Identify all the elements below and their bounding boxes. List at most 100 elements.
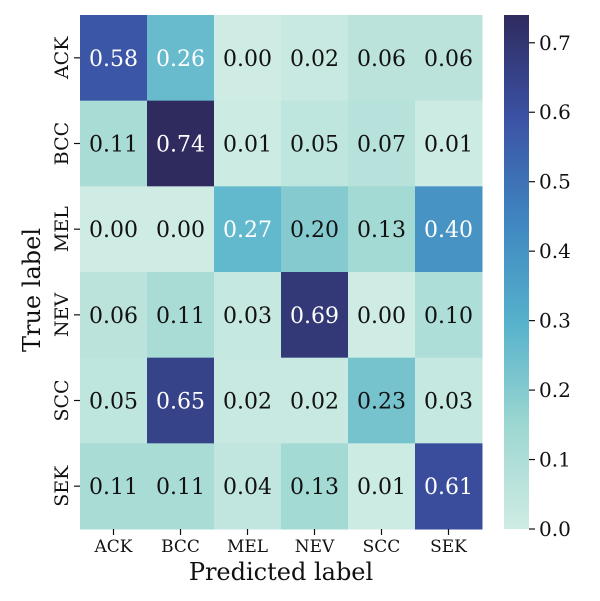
cell-value-label: 0.23 bbox=[357, 390, 406, 415]
y-tick-label: SCC bbox=[51, 379, 73, 421]
cell-value-label: 0.06 bbox=[357, 47, 406, 72]
cell-value-label: 0.65 bbox=[156, 390, 205, 415]
colorbar-tick-label: 0.0 bbox=[539, 517, 571, 541]
colorbar-tick-label: 0.5 bbox=[539, 170, 571, 194]
heatmap-cell-scc-nev bbox=[281, 357, 349, 444]
heatmap-cell-bcc-ack bbox=[80, 100, 148, 187]
x-tick-label: ACK bbox=[94, 537, 133, 557]
heatmap-cell-nev-sek bbox=[415, 272, 483, 359]
heatmap-cell-bcc-bcc bbox=[147, 100, 215, 187]
cell-value-labels: 0.58 0.26 0.00 0.02 0.06 0.06 0.11 0.74 0.01 0.05… bbox=[89, 47, 473, 500]
cell-value-label: 0.06 bbox=[424, 47, 473, 72]
heatmap-cell-scc-bcc bbox=[147, 357, 215, 444]
cell-value-label: 0.03 bbox=[424, 390, 473, 415]
heatmap-cell-mel-nev bbox=[281, 186, 349, 273]
cell-value-label: 0.04 bbox=[223, 475, 272, 500]
heatmap-cell-sek-sek bbox=[415, 443, 483, 530]
cell-value-label: 0.58 bbox=[89, 47, 138, 72]
x-axis-label: Predicted label bbox=[189, 558, 373, 586]
cell-value-label: 0.11 bbox=[156, 304, 205, 329]
cell-value-label: 0.11 bbox=[89, 475, 138, 500]
heatmap-cell-scc-mel bbox=[214, 357, 282, 444]
heatmap-cell-nev-mel bbox=[214, 272, 282, 359]
colorbar-ticks: 0.0 0.1 0.2 0.3 0.4 0.5 0.6 0.7 bbox=[529, 31, 571, 541]
cell-value-label: 0.07 bbox=[357, 133, 406, 158]
heatmap-cell-bcc-nev bbox=[281, 100, 349, 187]
heatmap-cell-sek-nev bbox=[281, 443, 349, 530]
x-tick-label: NEV bbox=[295, 537, 335, 557]
heatmap-cell-ack-bcc bbox=[147, 15, 215, 102]
cell-value-label: 0.27 bbox=[223, 218, 272, 243]
colorbar-tick-label: 0.1 bbox=[539, 448, 571, 472]
colorbar-tick-label: 0.6 bbox=[539, 100, 571, 124]
heatmap-cell-mel-bcc bbox=[147, 186, 215, 273]
cell-value-label: 0.03 bbox=[223, 304, 272, 329]
heatmap-cells bbox=[80, 15, 483, 530]
heatmap-cell-sek-bcc bbox=[147, 443, 215, 530]
cell-value-label: 0.69 bbox=[290, 304, 339, 329]
heatmap-cell-nev-ack bbox=[80, 272, 148, 359]
heatmap-cell-sek-mel bbox=[214, 443, 282, 530]
cell-value-label: 0.02 bbox=[223, 390, 272, 415]
y-tick-label: BCC bbox=[51, 122, 73, 165]
cell-value-label: 0.13 bbox=[290, 475, 339, 500]
cell-value-label: 0.11 bbox=[89, 133, 138, 158]
cell-value-label: 0.02 bbox=[290, 47, 339, 72]
y-tick-label: NEV bbox=[51, 292, 73, 336]
cell-value-label: 0.00 bbox=[357, 304, 406, 329]
heatmap-cell-sek-scc bbox=[348, 443, 416, 530]
cell-value-label: 0.74 bbox=[156, 133, 205, 158]
x-tick-label: MEL bbox=[227, 537, 268, 557]
x-tick-label: BCC bbox=[161, 537, 200, 557]
colorbar bbox=[504, 15, 529, 529]
y-tick-label: SEK bbox=[51, 465, 73, 507]
heatmap-cell-scc-sek bbox=[415, 357, 483, 444]
cell-value-label: 0.13 bbox=[357, 218, 406, 243]
cell-value-label: 0.05 bbox=[89, 390, 138, 415]
heatmap-cell-ack-nev bbox=[281, 15, 349, 102]
heatmap-cell-ack-mel bbox=[214, 15, 282, 102]
y-tick-label: MEL bbox=[51, 206, 73, 252]
cell-value-label: 0.01 bbox=[424, 133, 473, 158]
cell-value-label: 0.01 bbox=[357, 475, 406, 500]
cell-value-label: 0.61 bbox=[424, 475, 473, 500]
cell-value-label: 0.26 bbox=[156, 47, 205, 72]
y-axis-ticks: ACK BCC MEL NEV SCC SEK bbox=[51, 36, 80, 507]
heatmap-cell-ack-scc bbox=[348, 15, 416, 102]
colorbar-tick-label: 0.4 bbox=[539, 239, 571, 263]
heatmap-cell-sek-ack bbox=[80, 443, 148, 530]
y-tick-label: ACK bbox=[51, 36, 73, 80]
cell-value-label: 0.00 bbox=[223, 47, 272, 72]
heatmap-cell-bcc-scc bbox=[348, 100, 416, 187]
heatmap-cell-nev-nev bbox=[281, 272, 349, 359]
heatmap-cell-ack-ack bbox=[80, 15, 148, 102]
cell-value-label: 0.10 bbox=[424, 304, 473, 329]
cell-value-label: 0.05 bbox=[290, 133, 339, 158]
cell-value-label: 0.01 bbox=[223, 133, 272, 158]
cell-value-label: 0.00 bbox=[89, 218, 138, 243]
cell-value-label: 0.06 bbox=[89, 304, 138, 329]
x-tick-label: SEK bbox=[430, 537, 467, 557]
y-axis-label: True label bbox=[18, 228, 46, 352]
cell-value-label: 0.00 bbox=[156, 218, 205, 243]
heatmap-cell-bcc-sek bbox=[415, 100, 483, 187]
heatmap-cell-scc-scc bbox=[348, 357, 416, 444]
colorbar-tick-label: 0.2 bbox=[539, 378, 571, 402]
cell-value-label: 0.11 bbox=[156, 475, 205, 500]
heatmap-cell-mel-sek bbox=[415, 186, 483, 273]
heatmap-cell-bcc-mel bbox=[214, 100, 282, 187]
heatmap-cell-nev-scc bbox=[348, 272, 416, 359]
cell-value-label: 0.40 bbox=[424, 218, 473, 243]
heatmap-cell-mel-ack bbox=[80, 186, 148, 273]
heatmap-cell-ack-sek bbox=[415, 15, 483, 102]
heatmap-cell-scc-ack bbox=[80, 357, 148, 444]
x-tick-label: SCC bbox=[363, 537, 401, 557]
colorbar-gradient bbox=[504, 15, 529, 529]
heatmap-cell-nev-bcc bbox=[147, 272, 215, 359]
cell-value-label: 0.20 bbox=[290, 218, 339, 243]
heatmap-cell-mel-mel bbox=[214, 186, 282, 273]
colorbar-tick-label: 0.7 bbox=[539, 31, 571, 55]
x-axis-ticks: ACK BCC MEL NEV SCC SEK bbox=[94, 529, 467, 557]
cell-value-label: 0.02 bbox=[290, 390, 339, 415]
